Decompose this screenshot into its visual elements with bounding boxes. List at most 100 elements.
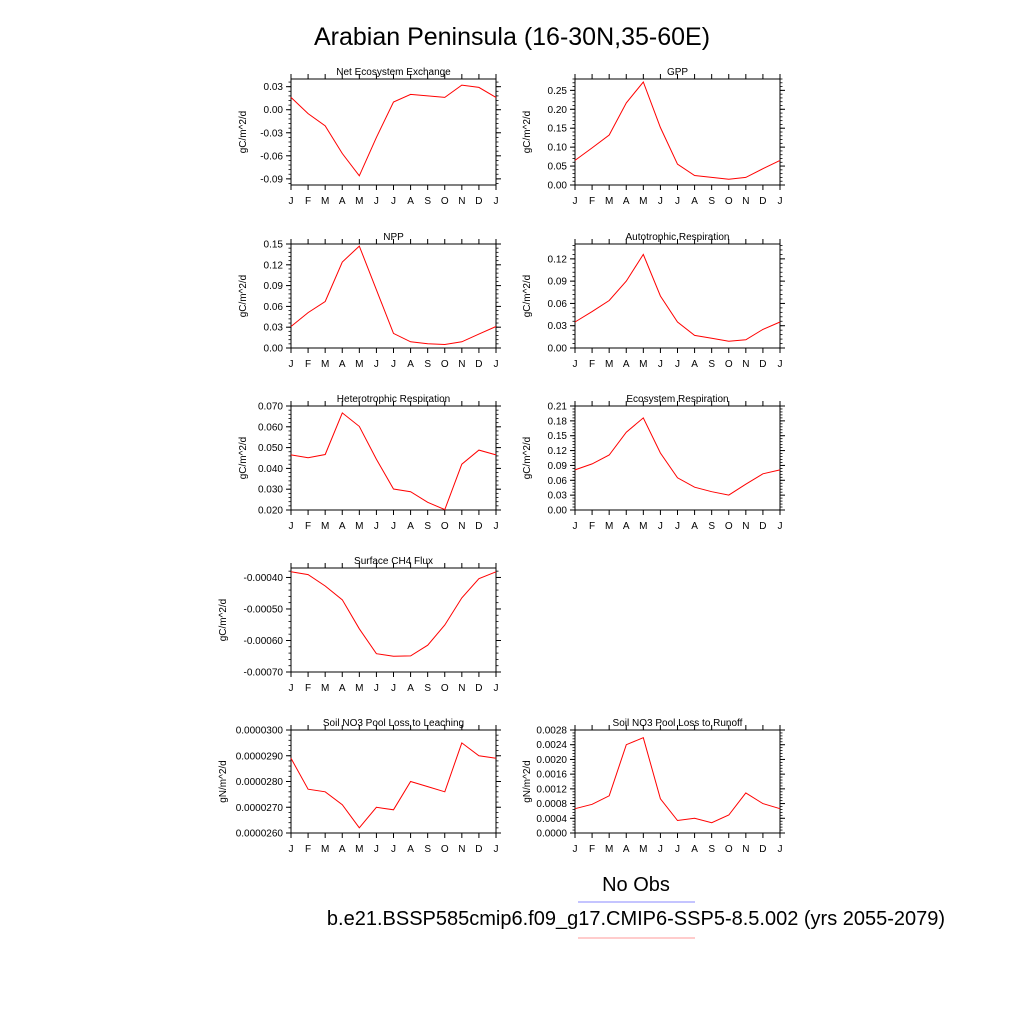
y-axis-label: gN/m^2/d (218, 760, 229, 803)
y-tick-label: 0.0008 (536, 799, 567, 810)
plot-frame (574, 243, 781, 349)
x-tick-label: A (407, 196, 414, 207)
data-point (711, 177, 713, 179)
panel-title: Ecosystem Respiration (626, 394, 728, 405)
y-tick-label: 0.0012 (536, 784, 567, 795)
x-tick-label: O (441, 844, 449, 855)
x-tick-label: M (355, 683, 363, 694)
data-point (625, 102, 627, 104)
x-tick-label: M (639, 844, 647, 855)
x-tick-label: J (494, 521, 499, 532)
data-point (728, 814, 730, 816)
data-point (444, 791, 446, 793)
data-point (728, 341, 730, 343)
x-tick-label: J (391, 359, 396, 370)
y-tick-label: -0.06 (260, 151, 283, 162)
x-tick-label: M (355, 521, 363, 532)
x-tick-label: S (708, 521, 715, 532)
data-point (728, 494, 730, 496)
x-tick-label: J (675, 521, 680, 532)
data-point (745, 792, 747, 794)
data-point (393, 655, 395, 657)
data-point (694, 175, 696, 177)
y-tick-label: 0.15 (548, 431, 568, 442)
y-tick-label: 0.0000260 (236, 829, 284, 840)
data-point (660, 798, 662, 800)
data-point (694, 486, 696, 488)
y-axis-label: gC/m^2/d (238, 275, 249, 318)
data-point (478, 449, 480, 451)
data-point (359, 245, 361, 247)
y-tick-label: -0.00040 (244, 573, 284, 584)
data-point (591, 804, 593, 806)
data-point (591, 147, 593, 149)
x-tick-label: S (708, 196, 715, 207)
x-tick-label: D (759, 359, 766, 370)
data-point (376, 458, 378, 460)
data-point (427, 343, 429, 345)
x-tick-label: S (708, 359, 715, 370)
y-axis-label: gC/m^2/d (238, 111, 249, 154)
y-tick-label: -0.03 (260, 128, 283, 139)
y-tick-label: 0.03 (548, 321, 568, 332)
data-point (495, 326, 497, 328)
y-tick-label: -0.00070 (244, 668, 284, 679)
x-tick-label: J (675, 196, 680, 207)
x-tick-label: O (725, 359, 733, 370)
data-point (307, 312, 309, 314)
x-tick-label: A (339, 683, 346, 694)
series-line (574, 737, 781, 824)
y-tick-label: 0.0000300 (236, 726, 284, 737)
data-point (574, 808, 576, 810)
data-point (393, 488, 395, 490)
x-tick-label: A (339, 844, 346, 855)
x-tick-label: F (589, 844, 595, 855)
data-point (478, 87, 480, 89)
x-tick-label: M (355, 359, 363, 370)
x-tick-label: J (573, 359, 578, 370)
y-axis-label: gC/m^2/d (238, 437, 249, 480)
y-axis-label: gC/m^2/d (218, 599, 229, 642)
data-point (495, 97, 497, 99)
y-axis-label: gC/m^2/d (522, 437, 533, 480)
y-tick-label: 0.06 (548, 476, 568, 487)
data-point (677, 477, 679, 479)
x-tick-label: A (691, 196, 698, 207)
data-point (608, 134, 610, 136)
y-tick-label: 0.030 (258, 485, 283, 496)
data-point (376, 653, 378, 655)
y-axis-label: gC/m^2/d (522, 275, 533, 318)
x-tick-label: A (339, 359, 346, 370)
x-tick-label: S (424, 844, 431, 855)
data-point (779, 321, 781, 323)
y-tick-label: 0.0000 (536, 829, 567, 840)
x-tick-label: A (623, 359, 630, 370)
x-tick-label: J (374, 844, 379, 855)
y-tick-label: 0.0024 (536, 740, 567, 751)
x-tick-label: J (289, 683, 294, 694)
data-point (478, 578, 480, 580)
x-tick-label: N (458, 196, 465, 207)
x-tick-label: M (321, 844, 329, 855)
y-axis-label: gN/m^2/d (522, 760, 533, 803)
x-tick-label: F (305, 683, 311, 694)
data-point (745, 339, 747, 341)
data-point (290, 97, 292, 99)
y-tick-label: 0.12 (264, 260, 284, 271)
data-point (427, 786, 429, 788)
y-tick-label: 0.0004 (536, 814, 567, 825)
x-tick-label: J (778, 844, 783, 855)
y-tick-label: 0.00 (548, 506, 568, 517)
data-point (762, 168, 764, 170)
x-tick-label: A (691, 844, 698, 855)
y-tick-label: 0.25 (548, 86, 568, 97)
plot-frame (290, 78, 497, 186)
x-tick-label: J (391, 844, 396, 855)
x-tick-label: M (605, 521, 613, 532)
x-tick-label: N (458, 359, 465, 370)
x-tick-label: J (289, 196, 294, 207)
data-point (608, 300, 610, 302)
